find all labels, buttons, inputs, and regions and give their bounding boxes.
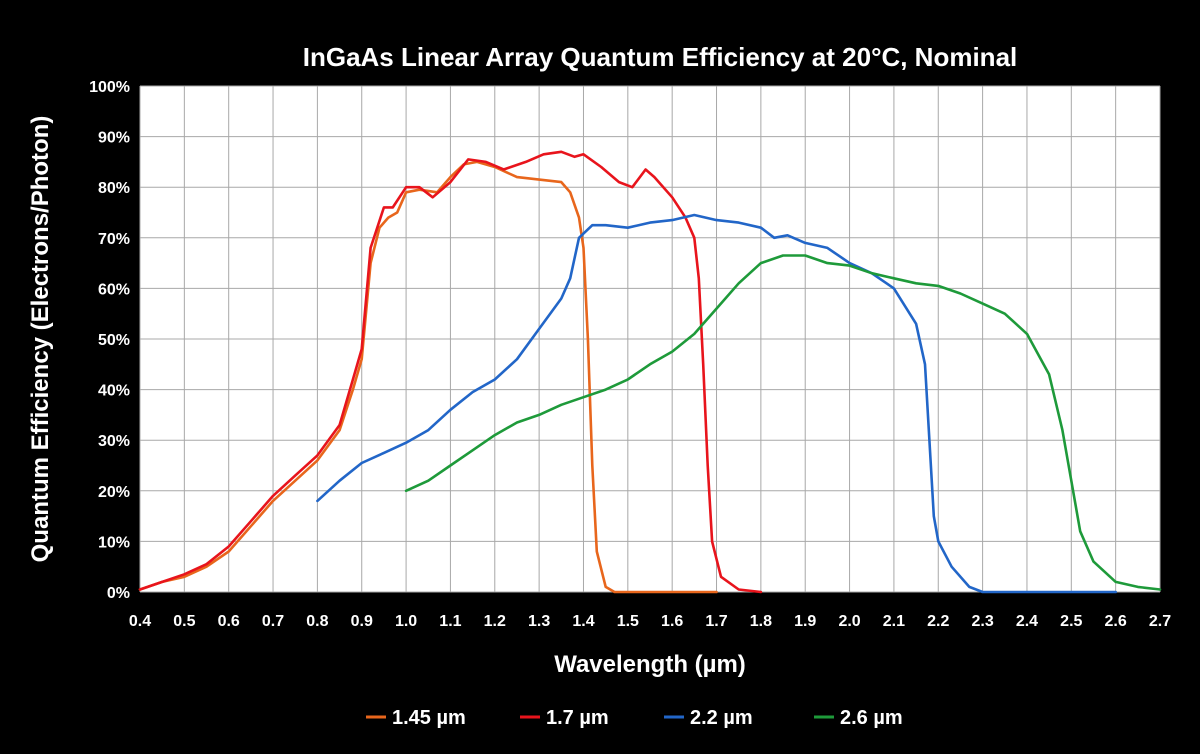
x-tick-label: 1.6 [661,613,683,630]
series-group [138,150,1162,594]
legend-label: 2.6 µm [840,707,903,729]
legend: 1.45 µm 1.7 µm 2.2 µm 2.6 µm [366,707,903,729]
x-tick-label: 2.2 [927,613,949,630]
x-tick-label: 1.0 [395,613,417,630]
y-tick-label: 90% [98,130,130,147]
x-tick-label: 1.1 [439,613,461,630]
y-tick-label: 30% [98,433,130,450]
x-tick-label: 0.6 [218,613,240,630]
series-line-2-6-m [404,254,1162,591]
x-tick-label: 0.9 [351,613,373,630]
chart-title: InGaAs Linear Array Quantum Efficiency a… [303,42,1018,72]
x-axis-label: Wavelength (µm) [554,651,746,678]
legend-label: 1.7 µm [546,707,609,729]
y-tick-label: 100% [89,79,130,96]
x-tick-label: 1.5 [617,613,639,630]
x-tick-label: 0.4 [129,613,151,630]
x-tick-label: 0.7 [262,613,284,630]
x-tick-label: 0.5 [173,613,195,630]
x-tick-label: 2.0 [838,613,860,630]
legend-label: 2.2 µm [690,707,753,729]
x-tick-label: 2.5 [1060,613,1082,630]
y-tick-label: 0% [107,585,130,602]
y-axis-ticks: 0% 10% 20% 30% 40% 50% 60% 70% 80% 90% 100% [89,79,130,602]
y-axis-label: Quantum Efficiency (Electrons/Photon) [27,116,54,563]
y-tick-label: 20% [98,484,130,501]
y-tick-label: 70% [98,231,130,248]
y-tick-label: 10% [98,534,130,551]
x-tick-label: 1.9 [794,613,816,630]
x-tick-label: 2.7 [1149,613,1171,630]
y-tick-label: 40% [98,383,130,400]
y-tick-label: 80% [98,180,130,197]
series-line-2-2-m [316,213,1117,594]
series-line-1-7-m [138,150,763,594]
x-tick-label: 1.7 [705,613,727,630]
y-tick-label: 60% [98,281,130,298]
x-tick-label: 1.4 [572,613,594,630]
x-axis-ticks: 0.4 0.5 0.6 0.7 0.8 0.9 1.0 1.1 1.2 1.3 1.4 1.5 1.6 1… [129,613,1171,630]
y-tick-label: 50% [98,332,130,349]
x-tick-label: 2.6 [1105,613,1127,630]
legend-label: 1.45 µm [392,707,466,729]
x-tick-label: 1.8 [750,613,772,630]
x-tick-label: 0.8 [306,613,328,630]
x-tick-label: 1.2 [484,613,506,630]
x-tick-label: 2.3 [971,613,993,630]
x-tick-label: 1.3 [528,613,550,630]
x-tick-label: 2.1 [883,613,905,630]
x-tick-label: 2.4 [1016,613,1038,630]
